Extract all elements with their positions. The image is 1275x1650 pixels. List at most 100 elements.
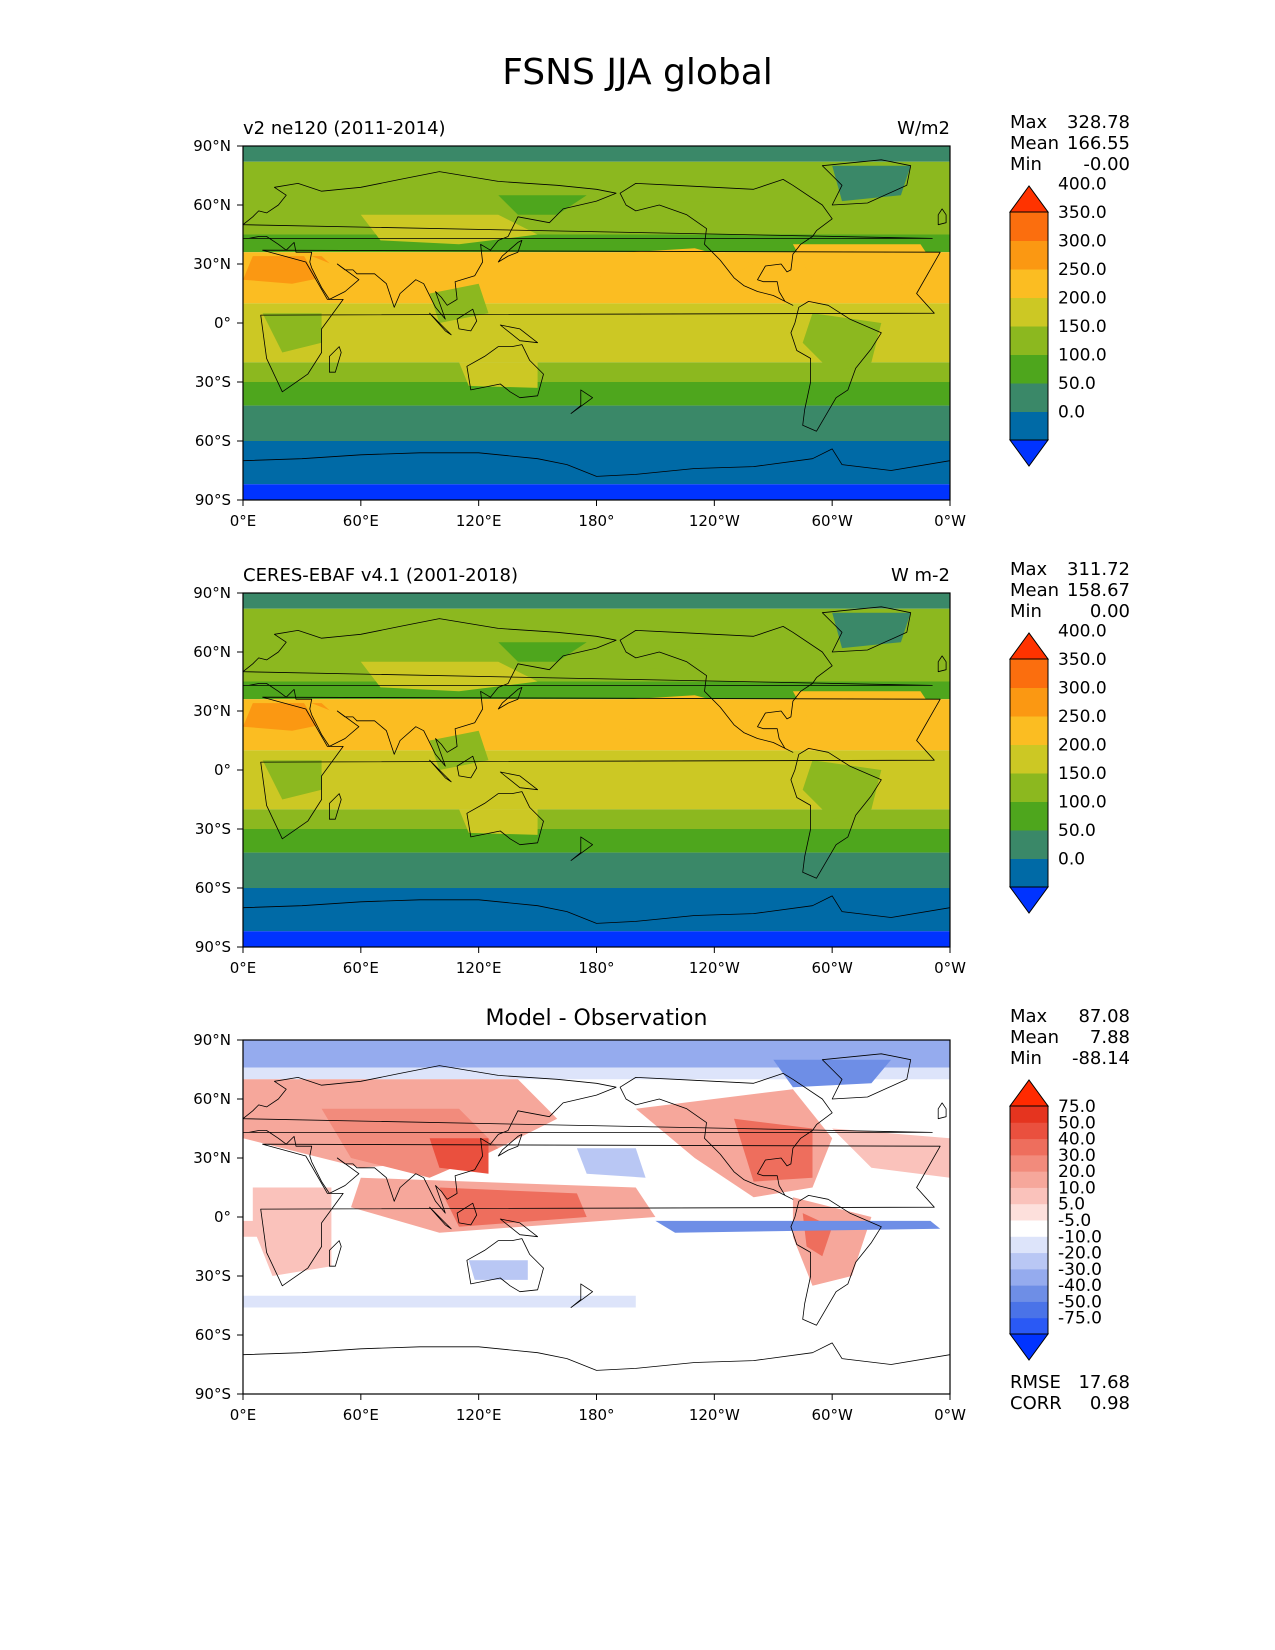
colorbar-segment [1010,1317,1048,1335]
coast-japan [497,240,523,263]
coast-britain [937,655,947,673]
stat-label: Max [1010,1006,1048,1027]
y-tick-label: 60°N [193,196,231,214]
colorbar-label: -75.0 [1058,1309,1102,1329]
field-region-9 [439,1187,587,1227]
colorbar-label: 250.0 [1058,260,1107,280]
coastlines [243,1053,950,1371]
coast-madagascar [329,793,342,820]
field-band-2 [243,652,950,682]
field-region-14 [576,1148,646,1178]
stat-value: -0.00 [1083,154,1130,175]
field-region-7 [459,362,538,388]
footer-stat-label: RMSE [1010,1372,1061,1393]
field-band-10 [243,441,950,485]
y-tick-label: 90°S [195,1385,231,1403]
field-region-6 [262,313,322,353]
x-tick-label: 60°E [343,1406,379,1424]
field-region-17 [468,1260,528,1280]
colorbar-label: 50.0 [1058,821,1096,841]
x-tick-label: 60°E [343,512,379,530]
colorbar-segment [1010,687,1048,717]
coast-borneo [456,1202,478,1226]
x-tick-label: 120°E [456,959,502,977]
colorbar-segment [1010,1268,1048,1286]
colorbar-label: 10.0 [1058,1178,1096,1198]
field-band-11 [243,484,950,500]
field-region-0 [243,1040,950,1068]
coast-antarctic-coast [243,895,950,924]
y-tick-label: 0° [214,761,231,779]
x-tick-label: 120°W [689,512,740,530]
coast-eurasia [243,618,933,767]
coast-nz [570,836,594,861]
field-band-7 [243,809,950,829]
field-band-9 [243,405,950,441]
colorbar-segment [1010,830,1048,859]
y-tick-label: 90°N [193,137,231,155]
coast-southamerica [790,747,882,879]
coast-britain [937,208,947,226]
coast-africa [260,696,941,840]
coast-southamerica [790,300,882,432]
colorbar-label: 0.0 [1058,850,1085,870]
coast-nz [570,389,594,414]
x-tick-label: 0°W [934,1406,966,1424]
x-tick-label: 120°W [689,1406,740,1424]
colorbar-label: 250.0 [1058,707,1107,727]
field-region-1 [301,699,351,741]
y-tick-label: 30°N [193,1149,231,1167]
x-tick-label: 0°W [934,959,966,977]
stat-value: 166.55 [1067,133,1130,154]
coast-sumatra [429,1206,452,1230]
field-region-4 [360,661,538,692]
field-band-9 [243,852,950,888]
stat-label: Max [1010,112,1048,133]
field-region-9 [498,195,587,215]
coast-africa [260,249,941,393]
colorbar-segment [1010,1187,1048,1205]
colorbar-label: 75.0 [1058,1097,1096,1117]
coast-borneo [456,755,478,779]
coast-sumatra [429,759,452,783]
panel-left-title: v2 ne120 (2011-2014) [243,118,446,139]
colorbar-segment [1010,1301,1048,1319]
map-panel-2: 90°N 60°N 30°N 0° 30°S 60°S 90°S 0°E 60°E 120°E 18… [193,1031,966,1424]
y-tick-label: 90°N [193,584,231,602]
stat-value: 87.08 [1078,1006,1130,1027]
coast-japan [497,1134,523,1157]
colorbar-segment [1010,240,1048,270]
field-region-18 [243,1220,287,1237]
colorbar-segment [1010,659,1048,688]
colorbar-label: 100.0 [1058,793,1107,813]
colorbar-segment [1010,354,1048,384]
x-tick-label: 180° [578,1406,614,1424]
field-band-0 [243,146,950,162]
field-region-5 [802,760,882,820]
x-tick-label: 0°E [230,959,257,977]
field-region-6 [262,760,322,800]
field-band-10 [243,888,950,932]
field-region-13 [832,1128,950,1178]
colorbar-segment [1010,326,1048,355]
y-tick-label: 60°N [193,643,231,661]
colorbar-extend-low [1009,439,1049,467]
colorbar-segment [1010,212,1048,241]
coast-antarctic-coast [243,448,950,477]
colorbar-0: 0.0 50.0 100.0 150.0 200.0 250.0 300.0 350.0 400… [1009,175,1107,467]
figure-title: FSNS JJA global [502,52,773,93]
colorbar-extend-low [1009,1333,1049,1361]
map-field [243,593,950,947]
colorbar-segment [1010,1154,1048,1172]
coast-australia [466,344,544,399]
coast-newguinea [499,324,539,344]
colorbar-label: 300.0 [1058,679,1107,699]
colorbar-label: -30.0 [1058,1260,1102,1280]
x-tick-label: 180° [578,959,614,977]
stat-value: 328.78 [1067,112,1130,133]
map-field [243,1040,950,1394]
y-tick-label: 30°N [193,702,231,720]
colorbar-label: 30.0 [1058,1146,1096,1166]
colorbar-segment [1010,801,1048,831]
coast-northamerica [619,1073,833,1200]
